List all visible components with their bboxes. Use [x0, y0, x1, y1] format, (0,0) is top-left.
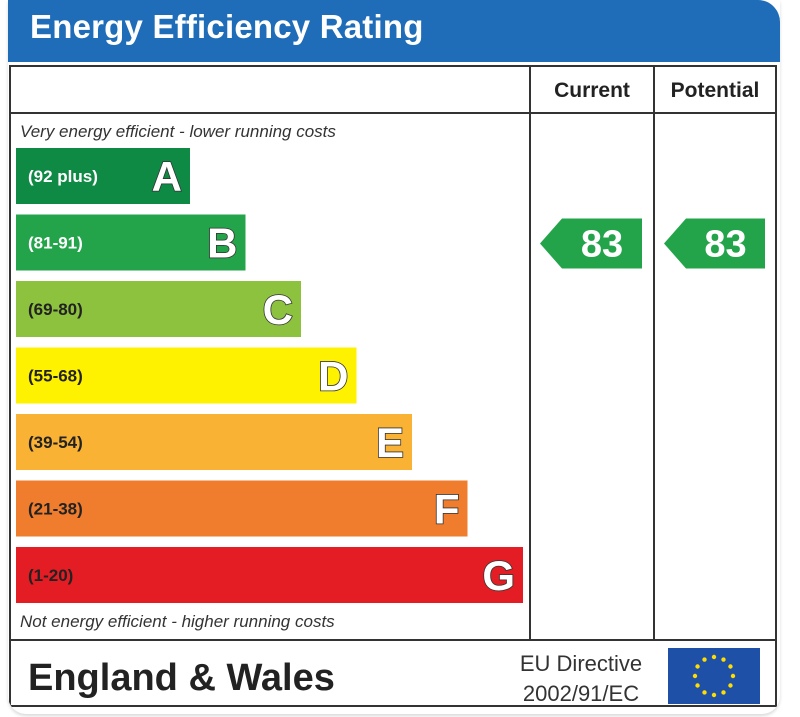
band-c-range: (69-80) [28, 300, 83, 319]
band-g-range: (1-20) [28, 566, 73, 585]
current-column-header: Current [554, 79, 630, 102]
rating-bands: (92 plus) A (81-91) B (69-80) C (55-68) D (39-54… [16, 148, 523, 603]
rating-table: Current Potential Very energy efficient … [9, 65, 777, 707]
eu-star-icon [692, 673, 698, 679]
current-rating-value: 83 [581, 224, 623, 266]
bottom-note: Not energy efficient - higher running co… [20, 612, 335, 631]
eu-stars [692, 654, 736, 698]
eu-star-icon [711, 692, 717, 698]
band-b-range: (81-91) [28, 234, 83, 253]
band-e-range: (39-54) [28, 433, 83, 452]
header-bar: Energy Efficiency Rating [8, 0, 780, 62]
region-label: England & Wales [28, 657, 335, 699]
rating-arrows: 83 83 [540, 218, 765, 269]
potential-column-header: Potential [671, 79, 760, 102]
epc-card: Energy Efficiency Rating Current Potenti… [8, 0, 780, 714]
potential-rating-arrow [664, 218, 765, 269]
band-d-range: (55-68) [28, 367, 83, 386]
band-g-bar [16, 547, 523, 603]
band-b-letter: B [207, 220, 237, 267]
potential-rating-value: 83 [704, 224, 746, 266]
chart-title: Energy Efficiency Rating [30, 8, 424, 45]
eu-star-icon [695, 664, 700, 669]
directive-line-1: EU Directive [520, 651, 642, 676]
eu-star-icon [711, 654, 717, 660]
band-d-bar [16, 347, 357, 404]
eu-star-icon [721, 690, 726, 695]
band-a-bar [16, 148, 190, 204]
band-d-letter: D [318, 353, 348, 400]
directive-line-2: 2002/91/EC [523, 681, 639, 706]
eu-star-icon [728, 664, 733, 669]
band-f-bar [16, 480, 468, 537]
band-e-bar [16, 414, 412, 470]
current-rating-arrow [540, 218, 642, 269]
band-c-bar [16, 281, 301, 337]
top-note: Very energy efficient - lower running co… [20, 122, 336, 141]
table-border [9, 65, 777, 707]
band-a-range: (92 plus) [28, 167, 98, 186]
band-a-letter: A [152, 153, 182, 200]
eu-star-icon [728, 683, 733, 688]
band-f-letter: F [434, 486, 460, 533]
eu-star-icon [695, 683, 700, 688]
band-b-bar [16, 214, 246, 271]
band-f-range: (21-38) [28, 500, 83, 519]
band-e-letter: E [376, 419, 404, 466]
eu-star-icon [730, 673, 736, 679]
eu-star-icon [702, 690, 707, 695]
band-c-letter: C [263, 286, 293, 333]
eu-star-icon [721, 657, 726, 662]
band-g-letter: G [482, 552, 515, 599]
eu-star-icon [702, 657, 707, 662]
